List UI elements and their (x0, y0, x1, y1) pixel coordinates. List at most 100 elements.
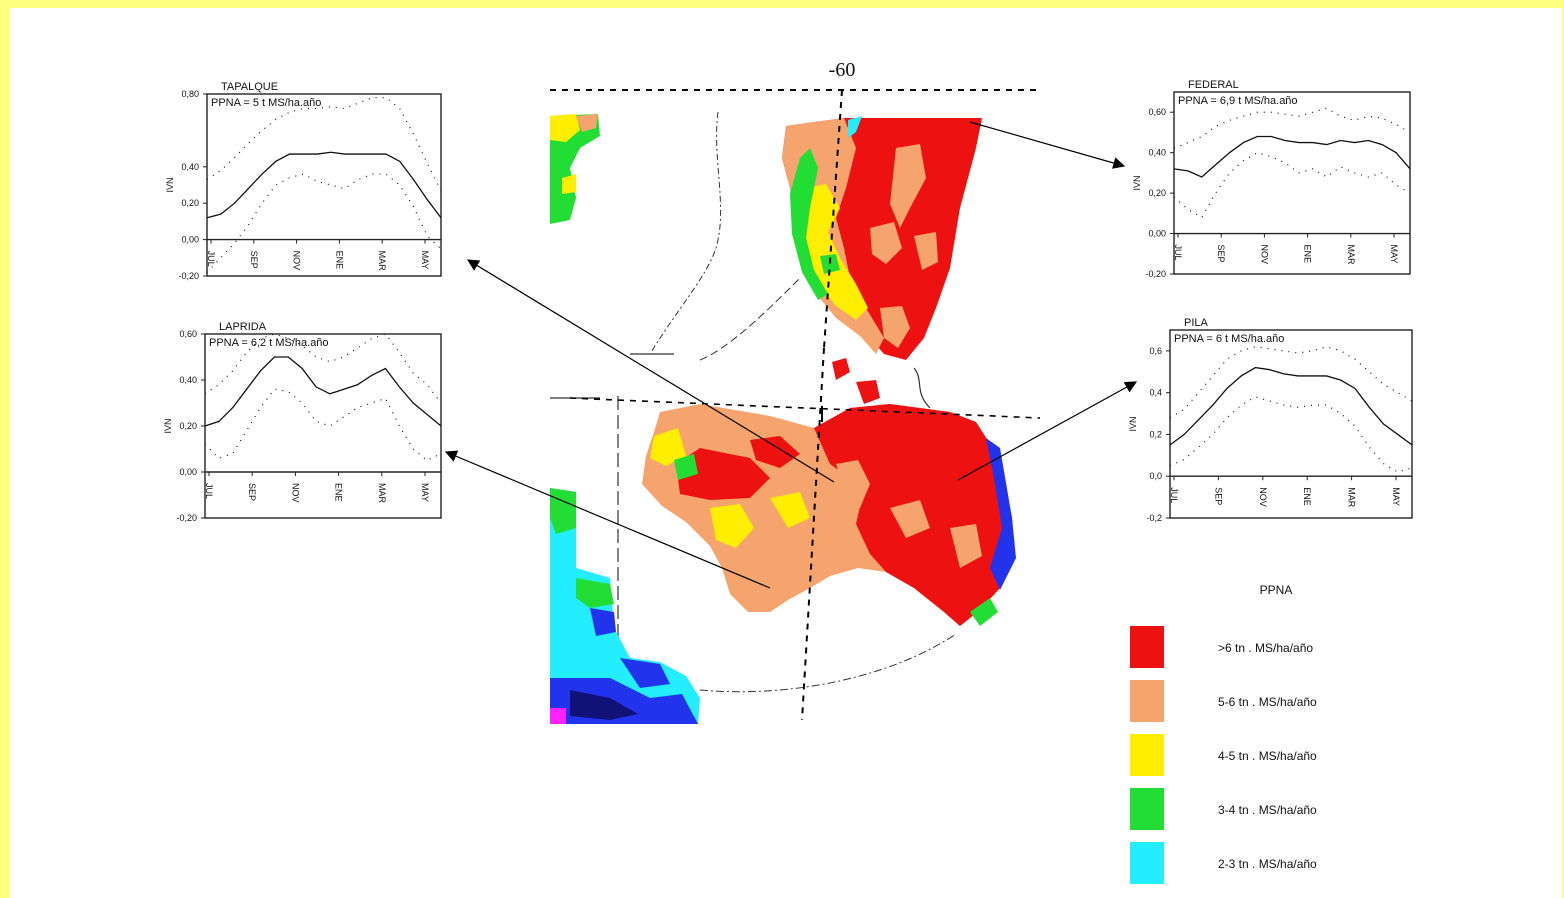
y-tick-label: 0,00 (1148, 229, 1166, 239)
x-tick-label: NOV (1258, 487, 1268, 507)
y-tick-label: -0,20 (178, 271, 199, 281)
x-tick-label: NOV (292, 251, 302, 271)
chart-annotation: PPNA = 5 t MS/ha.año (211, 97, 321, 109)
chart-tapalque: TAPALQUE PPNA = 5 t MS/ha.año 0,80 0,40 0,20… (165, 81, 442, 281)
x-tick-label: JUL (204, 483, 214, 499)
x-tick-label: JUL (1173, 245, 1183, 261)
arrow-laprida (444, 450, 771, 589)
chart-laprida: LAPRIDA PPNA = 6,2 t MS/ha.año 0,60 0,40 0,2… (163, 321, 442, 523)
x-tick-label: ENE (1303, 245, 1313, 264)
region-entre-rios (782, 116, 982, 360)
map-legend: PPNA >6 tn . MS/ha/año 5-6 tn . MS/ha/año… (1130, 583, 1317, 884)
y-tick-label: 0,6 (1149, 346, 1162, 356)
series-bound-line (1169, 396, 1413, 473)
region-strip-top (550, 114, 600, 224)
y-tick-label: 0,60 (179, 329, 197, 339)
y-tick-label: 0,20 (179, 421, 197, 431)
province-boundary (699, 277, 801, 361)
y-tick-label: -0,20 (176, 513, 197, 523)
y-tick-label: 0,2 (1149, 429, 1162, 439)
y-tick-label: 0,00 (181, 235, 199, 245)
arrows (444, 121, 1138, 589)
chart-title: FEDERAL (1188, 79, 1239, 91)
y-tick-label: -0,20 (1145, 269, 1166, 279)
chart-annotation: PPNA = 6,2 t MS/ha.año (209, 337, 329, 349)
y-tick-label: 0,4 (1149, 388, 1162, 398)
y-tick-label: 0,40 (181, 162, 199, 172)
region-buenos-aires (642, 404, 1016, 626)
chart-title: PILA (1184, 317, 1209, 329)
arrow-federal (969, 121, 1126, 169)
chart-frame (206, 93, 442, 277)
series-bound-line (1173, 107, 1411, 150)
x-tick-label: JUL (1169, 487, 1179, 503)
chart-annotation: PPNA = 6,9 t MS/ha.año (1178, 95, 1298, 107)
y-tick-label: -0,2 (1146, 513, 1162, 523)
legend-swatch (1130, 680, 1164, 722)
x-tick-label: JUL (206, 251, 216, 267)
y-tick-label: 0,40 (179, 375, 197, 385)
y-tick-label: 0,20 (181, 198, 199, 208)
chart-title: TAPALQUE (221, 81, 278, 93)
series-mean-line (206, 151, 442, 219)
x-tick-label: MAY (420, 483, 430, 502)
series-bound-line (206, 173, 442, 273)
series-mean-line (1169, 366, 1413, 446)
series-mean-line (204, 356, 442, 427)
y-tick-label: 0,00 (179, 467, 197, 477)
province-boundary (699, 633, 957, 693)
graticule-line (569, 397, 1041, 419)
series-bound-line (1169, 346, 1413, 419)
figure-frame: -60 PPNA >6 tn . MS/ha/año 5-6 tn . MS/ha… (10, 8, 1562, 898)
chart-frame (1173, 91, 1411, 275)
y-axis-label: IVN (165, 177, 175, 192)
x-tick-label: SEP (247, 483, 257, 501)
x-tick-label: ENE (1302, 487, 1312, 506)
x-tick-label: MAR (1347, 487, 1357, 508)
x-tick-label: ENE (334, 251, 344, 270)
chart-pila: PILA PPNA = 6 t MS/ha.año 0,6 0,4 0,2 0,0 -0,2… (1128, 317, 1413, 523)
legend-swatch (1130, 842, 1164, 884)
meridian-label: -60 (829, 59, 856, 81)
legend-label: >6 tn . MS/ha/año (1218, 641, 1313, 655)
arrow-pila (957, 381, 1138, 481)
y-tick-label: 0,80 (181, 89, 199, 99)
x-tick-label: SEP (1213, 487, 1223, 505)
x-tick-label: MAY (1389, 245, 1399, 264)
series-mean-line (1173, 135, 1411, 178)
legend-label: 5-6 tn . MS/ha/año (1218, 695, 1317, 709)
x-tick-label: MAR (377, 251, 387, 272)
y-tick-label: 0,0 (1149, 471, 1162, 481)
x-tick-label: NOV (1259, 245, 1269, 265)
graticule-line (801, 347, 825, 721)
y-tick-label: 0,20 (1148, 188, 1166, 198)
region-island (832, 358, 850, 380)
legend-label: 2-3 tn . MS/ha/año (1218, 857, 1317, 871)
y-axis-label: IVN (163, 418, 173, 433)
province-boundary (913, 367, 931, 409)
region-southwest (550, 488, 700, 724)
province-boundary (649, 111, 722, 355)
region-island (856, 380, 880, 404)
legend-swatch (1130, 626, 1164, 668)
x-tick-label: ENE (334, 483, 344, 502)
series-bound-line (204, 388, 442, 462)
legend-swatch (1130, 788, 1164, 830)
y-tick-label: 0,40 (1148, 148, 1166, 158)
x-tick-label: NOV (290, 483, 300, 503)
legend-label: 4-5 tn . MS/ha/año (1218, 749, 1317, 763)
x-tick-label: MAY (1391, 487, 1401, 506)
x-tick-label: MAY (420, 251, 430, 270)
x-tick-label: MAR (377, 483, 387, 504)
figure-canvas: -60 PPNA >6 tn . MS/ha/año 5-6 tn . MS/ha… (163, 59, 1413, 884)
arrow-tapalque (466, 259, 835, 483)
y-tick-label: 0,60 (1148, 107, 1166, 117)
legend-title: PPNA (1260, 583, 1293, 597)
y-axis-label: IVN (1132, 175, 1142, 190)
x-tick-label: SEP (1216, 245, 1226, 263)
x-tick-label: SEP (249, 251, 259, 269)
productivity-map: -60 (550, 59, 1041, 724)
y-axis-label: IVN (1128, 416, 1138, 431)
chart-frame (1169, 329, 1413, 519)
